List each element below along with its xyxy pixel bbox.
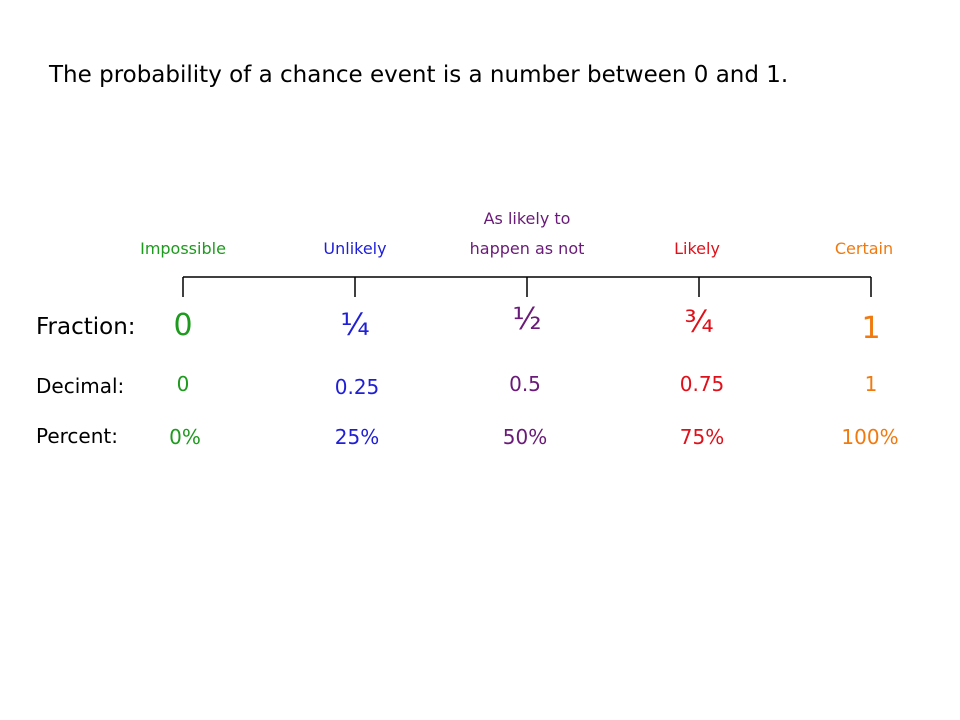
decimal-05: 0.5 bbox=[509, 372, 541, 396]
decimal-1: 1 bbox=[864, 372, 878, 396]
percent-50: 50% bbox=[502, 425, 548, 449]
percent-row-label: Percent: bbox=[36, 424, 118, 448]
fraction-row-label: Fraction: bbox=[36, 314, 136, 340]
fraction-quarter: ¼ bbox=[340, 308, 370, 343]
decimal-0: 0 bbox=[176, 372, 190, 396]
percent-100: 100% bbox=[841, 425, 899, 449]
label-impossible: Impossible bbox=[140, 239, 226, 258]
decimal-row-label: Decimal: bbox=[36, 374, 125, 398]
fraction-half: ½ bbox=[512, 302, 542, 337]
decimal-025: 0.25 bbox=[334, 375, 380, 399]
label-likely: Likely bbox=[674, 239, 720, 258]
percent-25: 25% bbox=[334, 425, 380, 449]
fraction-three-quarters: ¾ bbox=[684, 305, 714, 340]
label-certain: Certain bbox=[834, 239, 894, 258]
label-unlikely: Unlikely bbox=[323, 239, 387, 258]
percent-75: 75% bbox=[679, 425, 725, 449]
label-even-line2: happen as not bbox=[469, 239, 585, 258]
percent-0: 0% bbox=[169, 425, 201, 449]
label-even-line1: As likely to bbox=[483, 209, 571, 228]
page-title: The probability of a chance event is a n… bbox=[49, 62, 789, 88]
fraction-0: 0 bbox=[173, 308, 193, 343]
fraction-1: 1 bbox=[861, 311, 881, 346]
decimal-075: 0.75 bbox=[679, 372, 725, 396]
